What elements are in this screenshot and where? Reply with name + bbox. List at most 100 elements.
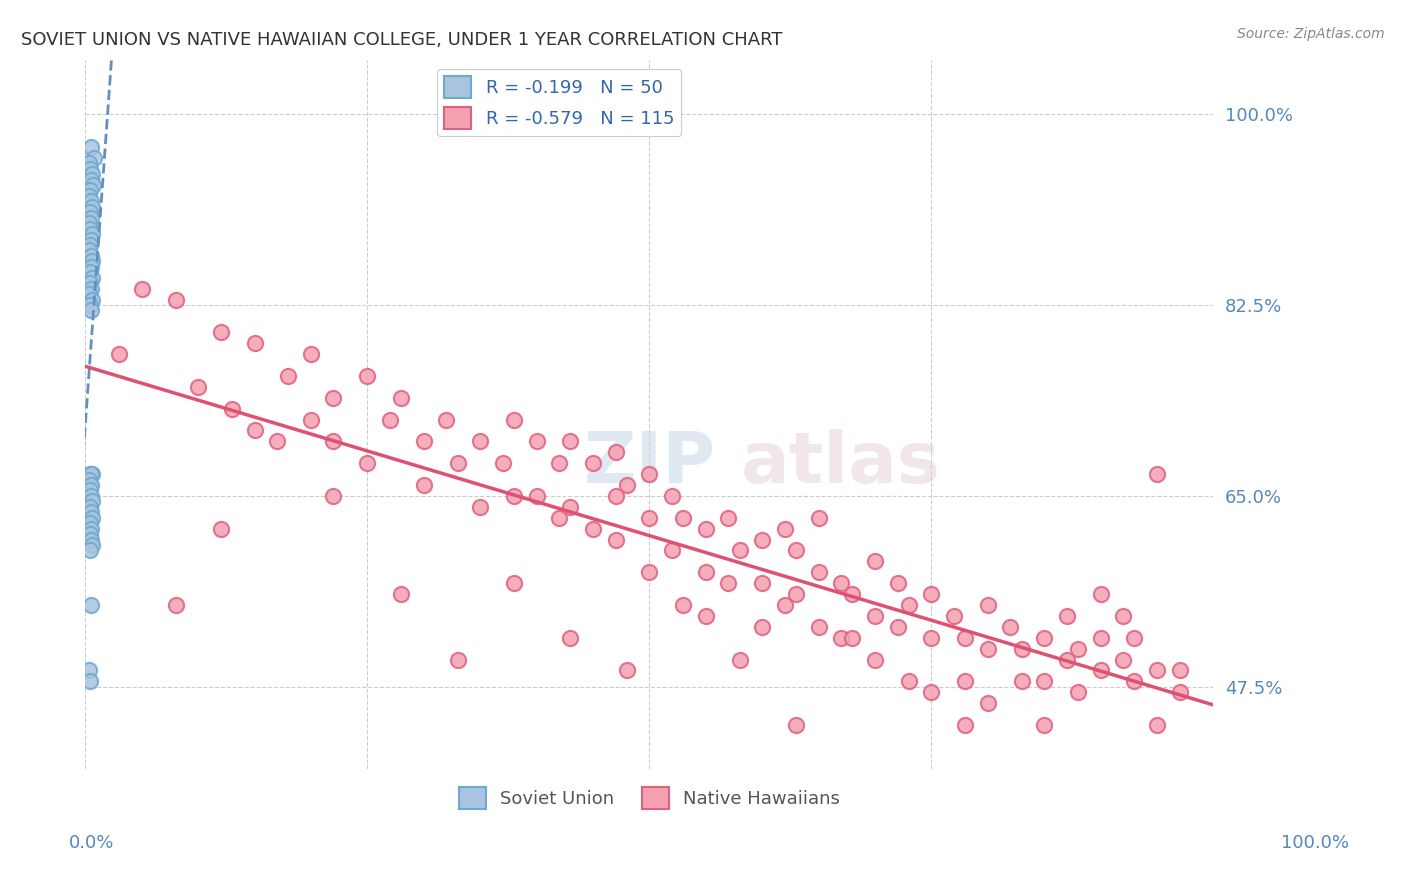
Point — [80, 227, 103, 241]
Point — [80, 522, 103, 536]
Text: 100.0%: 100.0% — [1281, 834, 1348, 852]
Point — [1011, 674, 1033, 689]
Point — [977, 696, 1000, 710]
Point — [616, 478, 638, 492]
Point — [1033, 631, 1056, 645]
Point — [322, 391, 344, 405]
Point — [1090, 587, 1112, 601]
Point — [605, 489, 627, 503]
Point — [977, 598, 1000, 612]
Point — [77, 156, 100, 170]
Point — [80, 467, 103, 482]
Point — [920, 685, 942, 699]
Point — [77, 189, 100, 203]
Point — [751, 620, 773, 634]
Point — [616, 664, 638, 678]
Point — [751, 533, 773, 547]
Text: 0.0%: 0.0% — [69, 834, 114, 852]
Point — [560, 631, 582, 645]
Point — [1112, 652, 1135, 666]
Point — [1000, 620, 1022, 634]
Point — [79, 467, 101, 482]
Point — [446, 652, 468, 666]
Point — [1067, 641, 1090, 656]
Point — [526, 489, 548, 503]
Point — [79, 265, 101, 279]
Point — [695, 608, 717, 623]
Point — [582, 522, 605, 536]
Point — [243, 336, 266, 351]
Point — [863, 652, 886, 666]
Point — [322, 434, 344, 449]
Point — [80, 194, 103, 209]
Point — [108, 347, 131, 361]
Point — [841, 587, 863, 601]
Point — [751, 576, 773, 591]
Point — [695, 522, 717, 536]
Point — [299, 347, 322, 361]
Point — [80, 505, 103, 519]
Point — [897, 598, 920, 612]
Point — [841, 631, 863, 645]
Point — [243, 424, 266, 438]
Point — [807, 566, 830, 580]
Point — [977, 641, 1000, 656]
Point — [80, 200, 103, 214]
Point — [77, 287, 100, 301]
Point — [299, 412, 322, 426]
Point — [503, 576, 526, 591]
Point — [209, 326, 232, 340]
Point — [80, 303, 103, 318]
Point — [863, 554, 886, 568]
Point — [1168, 664, 1191, 678]
Point — [1011, 641, 1033, 656]
Point — [80, 254, 103, 268]
Point — [356, 456, 378, 470]
Point — [165, 293, 187, 307]
Point — [1090, 664, 1112, 678]
Point — [830, 576, 852, 591]
Point — [955, 674, 977, 689]
Point — [79, 238, 101, 252]
Point — [470, 434, 492, 449]
Point — [82, 178, 104, 192]
Point — [785, 587, 807, 601]
Point — [638, 510, 661, 524]
Point — [79, 277, 101, 291]
Point — [773, 598, 796, 612]
Point — [1146, 664, 1168, 678]
Point — [356, 368, 378, 383]
Point — [807, 620, 830, 634]
Point — [80, 270, 103, 285]
Point — [492, 456, 515, 470]
Point — [470, 500, 492, 514]
Point — [80, 538, 103, 552]
Point — [548, 510, 571, 524]
Text: SOVIET UNION VS NATIVE HAWAIIAN COLLEGE, UNDER 1 YEAR CORRELATION CHART: SOVIET UNION VS NATIVE HAWAIIAN COLLEGE,… — [21, 31, 783, 49]
Point — [605, 533, 627, 547]
Point — [728, 543, 751, 558]
Point — [79, 221, 101, 235]
Point — [638, 566, 661, 580]
Point — [1112, 608, 1135, 623]
Point — [80, 510, 103, 524]
Point — [717, 510, 740, 524]
Point — [77, 216, 100, 230]
Point — [943, 608, 966, 623]
Legend: Soviet Union, Native Hawaiians: Soviet Union, Native Hawaiians — [451, 780, 848, 816]
Point — [80, 211, 103, 225]
Point — [1056, 652, 1078, 666]
Point — [886, 620, 908, 634]
Point — [605, 445, 627, 459]
Point — [79, 500, 101, 514]
Point — [897, 674, 920, 689]
Point — [266, 434, 288, 449]
Point — [80, 478, 103, 492]
Point — [807, 510, 830, 524]
Point — [412, 434, 434, 449]
Point — [80, 260, 103, 274]
Point — [1067, 685, 1090, 699]
Point — [1056, 608, 1078, 623]
Point — [187, 380, 209, 394]
Point — [80, 172, 103, 186]
